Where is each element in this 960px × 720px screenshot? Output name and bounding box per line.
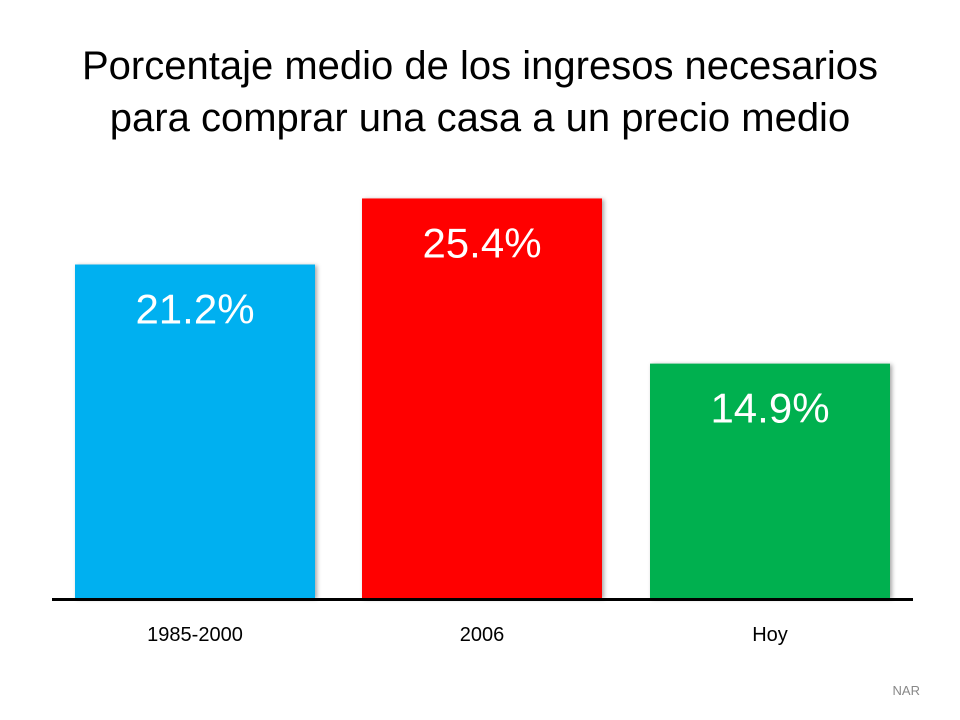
data-label: 14.9%	[710, 385, 829, 432]
x-tick-label: Hoy	[752, 624, 788, 646]
bar-Hoy	[650, 363, 890, 598]
chart-title: Porcentaje medio de los ingresos necesar…	[0, 40, 960, 144]
bar-2006	[362, 198, 602, 598]
data-label: 25.4%	[422, 219, 541, 266]
x-tick-label: 2006	[460, 624, 505, 646]
title-line-1: Porcentaje medio de los ingresos necesar…	[82, 44, 878, 88]
data-label: 21.2%	[135, 286, 254, 333]
title-line-2: para comprar una casa a un precio medio	[109, 96, 851, 140]
bar-1985-2000	[75, 264, 315, 598]
x-tick-label: 1985-2000	[147, 624, 243, 646]
source-label: NAR	[892, 683, 920, 698]
